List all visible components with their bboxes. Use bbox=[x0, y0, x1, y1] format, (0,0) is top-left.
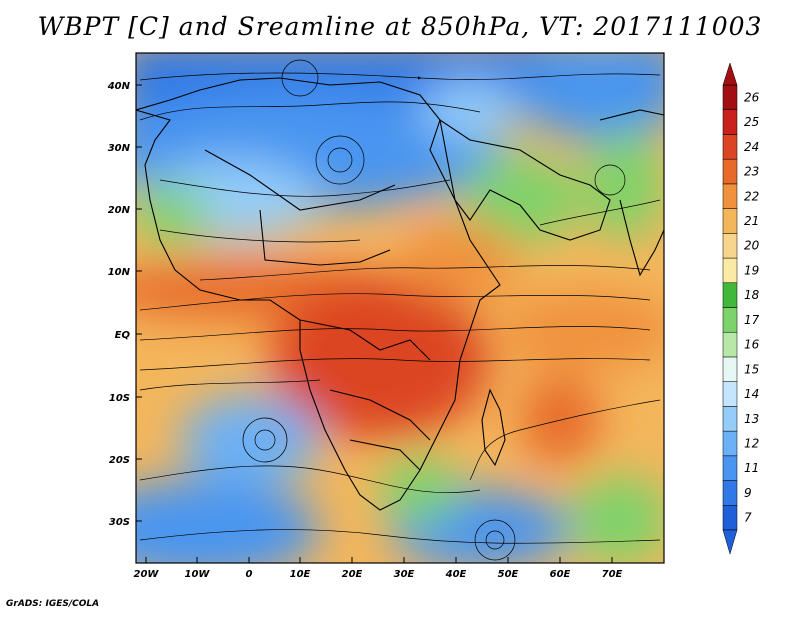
temperature-field bbox=[136, 53, 664, 563]
colorbar-label: 14 bbox=[744, 387, 759, 401]
colorbar-segment bbox=[722, 134, 738, 160]
colorbar-label: 26 bbox=[744, 90, 760, 104]
colorbar-label: 24 bbox=[744, 140, 759, 154]
colorbar-label: 12 bbox=[744, 436, 759, 450]
longitude-ticks: 20W 10W 0 10E 20E 30E 40E 50E 60E 70E bbox=[134, 557, 623, 580]
lat-label: 20S bbox=[109, 455, 130, 466]
lat-label: 10N bbox=[108, 267, 131, 278]
colorbar-segment bbox=[722, 356, 738, 382]
colorbar-label: 18 bbox=[744, 288, 760, 302]
colorbar-segment bbox=[722, 158, 738, 185]
colorbar-label: 9 bbox=[744, 486, 752, 500]
lon-label: 20W bbox=[134, 569, 160, 580]
colorbar-top-arrow bbox=[722, 62, 738, 86]
colorbar-segment bbox=[722, 480, 738, 506]
streamlines bbox=[139, 59, 661, 561]
lat-label: 20N bbox=[108, 205, 131, 216]
lon-label: 70E bbox=[602, 569, 623, 580]
coastlines bbox=[136, 77, 664, 511]
colorbar-segment bbox=[722, 331, 738, 358]
colorbar-label: 22 bbox=[744, 189, 759, 203]
map-frame bbox=[135, 52, 665, 564]
lon-label: 30E bbox=[394, 569, 415, 580]
colorbar-label: 21 bbox=[744, 214, 759, 228]
lon-label: 50E bbox=[498, 569, 519, 580]
colorbar-segment bbox=[722, 282, 738, 308]
colorbar-segment bbox=[722, 307, 738, 333]
colorbar-segment bbox=[722, 505, 738, 531]
colorbar-label: 13 bbox=[744, 412, 759, 426]
colorbar-label: 23 bbox=[744, 165, 759, 179]
latitude-ticks: 40N 30N 20N 10N EQ 10S 20S 30S bbox=[107, 81, 142, 528]
colorbar-label: 25 bbox=[744, 115, 759, 129]
lon-label: 0 bbox=[246, 569, 253, 580]
colorbar-segment bbox=[722, 208, 738, 234]
colorbar-label: 11 bbox=[744, 461, 759, 475]
lon-label: 60E bbox=[550, 569, 571, 580]
lon-label: 10W bbox=[185, 569, 211, 580]
colorbar: 7 9 11 12 13 14 15 16 17 18 19 20 21 22 23 24 25 26 bbox=[722, 62, 760, 555]
lat-label: 40N bbox=[107, 81, 131, 92]
colorbar-label: 15 bbox=[744, 362, 759, 376]
colorbar-segment bbox=[722, 84, 738, 110]
map-title: WBPT [C] and Sreamline at 850hPa, VT: 20… bbox=[37, 12, 763, 41]
colorbar-segment bbox=[722, 183, 738, 209]
lat-label: EQ bbox=[115, 330, 131, 341]
lon-label: 40E bbox=[445, 569, 467, 580]
colorbar-segment bbox=[722, 381, 738, 407]
colorbar-label: 19 bbox=[744, 263, 759, 277]
lat-label: 30S bbox=[109, 517, 130, 528]
colorbar-label: 16 bbox=[744, 338, 760, 352]
colorbar-segment bbox=[722, 455, 738, 481]
colorbar-segment bbox=[722, 406, 738, 432]
lat-label: 30N bbox=[108, 143, 131, 154]
credit-text: GrADS: IGES/COLA bbox=[6, 599, 100, 609]
colorbar-label: 7 bbox=[744, 511, 752, 525]
lat-label: 10S bbox=[109, 393, 130, 404]
colorbar-label: 20 bbox=[744, 239, 760, 253]
lon-label: 20E bbox=[342, 569, 363, 580]
lon-label: 10E bbox=[290, 569, 311, 580]
colorbar-segment bbox=[722, 109, 738, 135]
colorbar-bottom-arrow bbox=[722, 529, 738, 555]
colorbar-segment bbox=[722, 233, 738, 259]
colorbar-label: 17 bbox=[744, 313, 760, 327]
colorbar-segment bbox=[722, 430, 738, 457]
colorbar-segment bbox=[722, 257, 738, 284]
